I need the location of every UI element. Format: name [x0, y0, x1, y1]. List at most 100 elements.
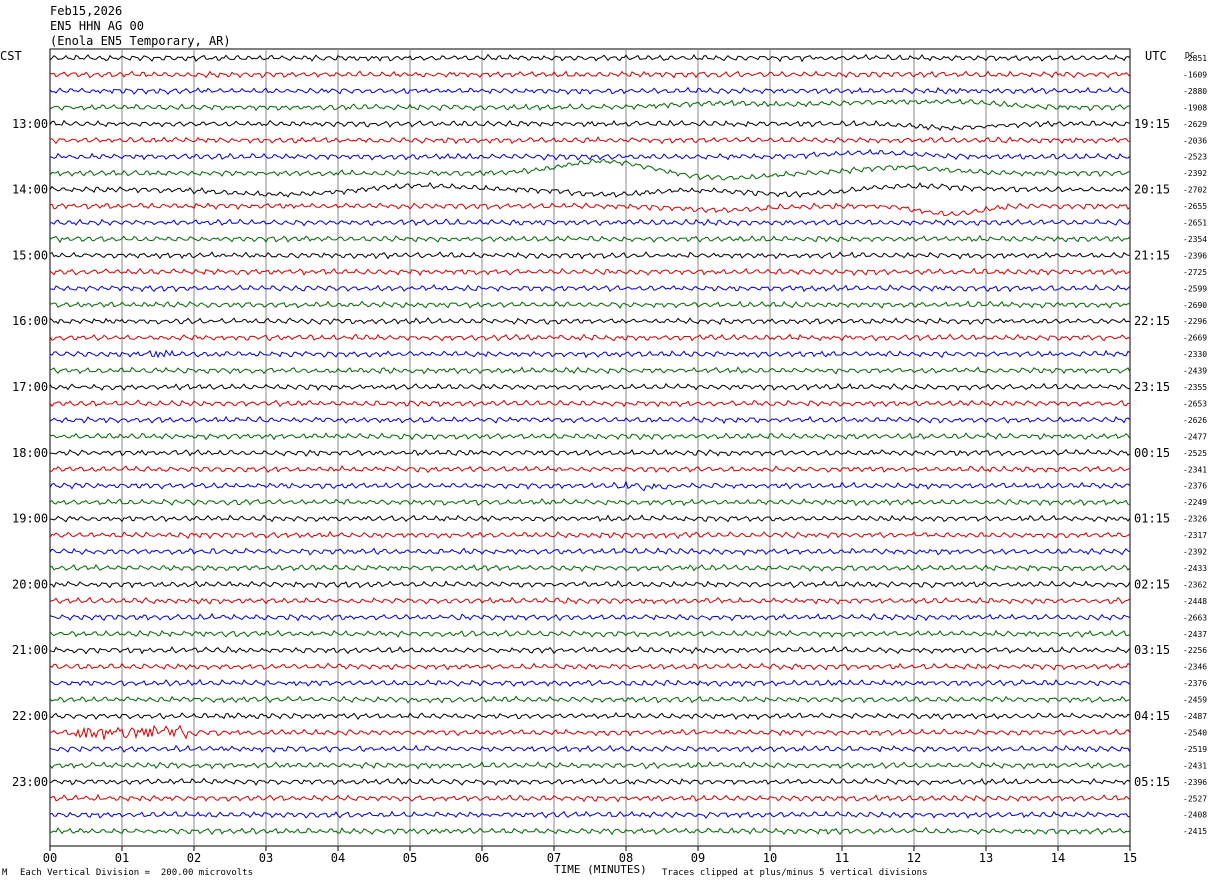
left-hour-label: 23:00 [12, 775, 48, 789]
seismic-trace [49, 810, 1131, 819]
x-tick-label: 10 [763, 851, 777, 865]
dc-offset-label: -2477 [1183, 432, 1207, 441]
seismic-trace [49, 234, 1131, 244]
dc-offset-label: -2459 [1183, 696, 1207, 705]
dc-offset-label: -2392 [1183, 548, 1207, 557]
right-hour-label: 04:15 [1134, 709, 1170, 723]
x-tick-label: 03 [259, 851, 273, 865]
dc-offset-label: -2540 [1183, 728, 1207, 737]
left-hour-label: 18:00 [12, 446, 48, 460]
right-hour-label: 02:15 [1134, 577, 1170, 591]
seismic-trace [49, 724, 1131, 740]
dc-offset-label: -2433 [1183, 564, 1207, 573]
dc-offset-label: -2519 [1183, 745, 1207, 754]
seismic-trace [49, 158, 1131, 181]
seismic-trace [49, 317, 1131, 326]
seismic-trace [49, 300, 1131, 309]
x-tick-label: 09 [691, 851, 705, 865]
dc-offset-label: -2330 [1183, 350, 1207, 359]
dc-offset-label: -2653 [1183, 399, 1207, 408]
x-tick-label: 05 [403, 851, 417, 865]
right-hour-label: 20:15 [1134, 183, 1170, 197]
dc-offset-label: -2326 [1183, 515, 1207, 524]
seismic-trace [49, 349, 1131, 359]
seismic-trace [50, 448, 1131, 457]
dc-offset-label: -1609 [1183, 70, 1207, 79]
seismic-trace [49, 181, 1131, 198]
left-hour-label: 13:00 [12, 117, 48, 131]
dc-offset-label: -2437 [1183, 630, 1207, 639]
dc-offset-label: -2651 [1183, 219, 1207, 228]
left-hour-label: 14:00 [12, 183, 48, 197]
x-tick-label: 07 [547, 851, 561, 865]
dc-offset-label: -2354 [1183, 235, 1207, 244]
dc-offset-label: -2392 [1183, 169, 1207, 178]
left-timezone-label: CST [0, 49, 22, 63]
dc-header-label: DC [1185, 51, 1195, 60]
seismic-trace [49, 629, 1131, 638]
plot-frame [49, 48, 1131, 847]
dc-offset-label: -2396 [1183, 778, 1207, 787]
right-hour-label: 01:15 [1134, 512, 1170, 526]
right-hour-label: 23:15 [1134, 380, 1170, 394]
dc-offset-label: -2415 [1183, 827, 1207, 836]
clip-note: Traces clipped at plus/minus 5 vertical … [662, 868, 928, 878]
seismic-trace [49, 415, 1131, 425]
right-hour-label: 05:15 [1134, 775, 1170, 789]
seismic-trace [49, 678, 1131, 688]
dc-offset-label: -2448 [1183, 597, 1207, 606]
seismic-trace [49, 530, 1131, 540]
seismic-trace [49, 465, 1131, 474]
dc-offset-label: -2663 [1183, 613, 1207, 622]
dc-offset-label: -2376 [1183, 679, 1207, 688]
dc-offset-label: -2599 [1183, 284, 1207, 293]
left-hour-label: 16:00 [12, 314, 48, 328]
dc-offset-label: -2626 [1183, 416, 1207, 425]
seismic-trace [49, 86, 1130, 96]
dc-offset-label: -2346 [1183, 663, 1207, 672]
seismic-trace [49, 148, 1131, 161]
dc-offset-label: -2362 [1183, 580, 1207, 589]
left-hour-label: 15:00 [12, 248, 48, 262]
dc-offset-label: -2376 [1183, 482, 1207, 491]
dc-offset-label: -2527 [1183, 794, 1207, 803]
dc-offset-label: -2629 [1183, 120, 1207, 129]
dc-offset-label: -2702 [1183, 186, 1207, 195]
dc-offset-label: -2355 [1183, 383, 1207, 392]
seismic-trace [49, 662, 1131, 671]
seismic-trace [49, 695, 1131, 704]
x-tick-label: 12 [907, 851, 921, 865]
seismic-trace [49, 596, 1131, 605]
seismic-trace [49, 382, 1131, 392]
station-channel-code: EN5 HHN AG 00 [50, 19, 144, 33]
seismic-trace [49, 826, 1131, 836]
dc-offset-label: -2655 [1183, 202, 1207, 211]
dc-offset-label: -2880 [1183, 87, 1207, 96]
dc-offset-label: -2851 [1183, 54, 1207, 63]
seismic-trace [49, 612, 1131, 622]
x-tick-label: 04 [331, 851, 345, 865]
seismic-trace [49, 267, 1131, 277]
seismic-trace [49, 793, 1131, 803]
dc-offset-label: -2487 [1183, 712, 1207, 721]
right-hour-label: 21:15 [1134, 248, 1170, 262]
x-axis-title: TIME (MINUTES) [554, 863, 647, 876]
helicorder-date: Feb15,2026 [50, 4, 123, 18]
scale-note: Each Vertical Division = 200.00 microvol… [20, 868, 253, 878]
dc-offset-label: -2439 [1183, 367, 1207, 376]
left-hour-label: 22:00 [12, 709, 48, 723]
dc-offset-label: -2396 [1183, 251, 1207, 260]
seismic-trace [49, 98, 1131, 112]
right-hour-label: 00:15 [1134, 446, 1170, 460]
dc-offset-label: -2525 [1183, 449, 1207, 458]
dc-offset-label: -2296 [1183, 317, 1207, 326]
x-tick-label: 11 [835, 851, 849, 865]
seismic-trace [49, 70, 1131, 79]
left-hour-label: 17:00 [12, 380, 48, 394]
right-hour-label: 22:15 [1134, 314, 1170, 328]
dc-offset-label: -2690 [1183, 301, 1207, 310]
seismic-trace [49, 251, 1130, 260]
seismic-trace [49, 547, 1131, 556]
seismic-trace [49, 333, 1131, 342]
seismic-trace [49, 580, 1131, 589]
